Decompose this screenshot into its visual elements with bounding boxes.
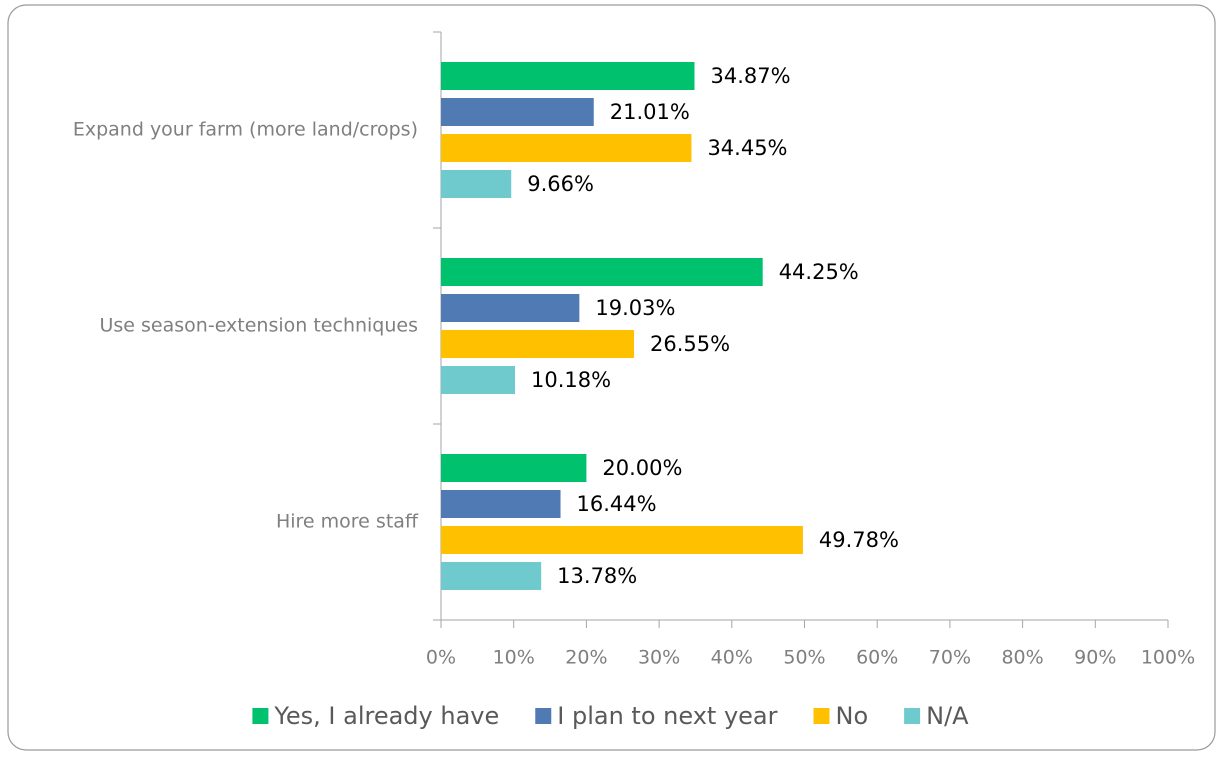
legend-label: Yes, I already have bbox=[273, 702, 499, 730]
bar bbox=[441, 490, 561, 518]
value-label: 34.45% bbox=[707, 136, 787, 160]
legend-label: No bbox=[835, 702, 868, 730]
bar bbox=[441, 562, 542, 590]
value-label: 13.78% bbox=[557, 564, 637, 588]
bar bbox=[441, 134, 692, 162]
x-tick-label: 0% bbox=[426, 647, 456, 669]
legend-swatch bbox=[904, 708, 921, 724]
x-tick-label: 70% bbox=[929, 647, 971, 669]
bar bbox=[441, 170, 512, 198]
legend-swatch bbox=[535, 708, 552, 724]
value-label: 44.25% bbox=[779, 260, 859, 284]
legend-swatch bbox=[813, 708, 830, 724]
value-label: 10.18% bbox=[531, 368, 611, 392]
bar bbox=[441, 294, 580, 322]
x-tick-label: 90% bbox=[1074, 647, 1116, 669]
x-tick-label: 40% bbox=[711, 647, 753, 669]
category-label: Expand your farm (more land/crops) bbox=[73, 119, 418, 141]
value-label: 34.87% bbox=[711, 64, 791, 88]
bar bbox=[441, 526, 803, 554]
legend-label: N/A bbox=[926, 702, 969, 730]
category-label: Use season-extension techniques bbox=[100, 315, 419, 337]
category-label: Hire more staff bbox=[276, 511, 419, 533]
value-label: 21.01% bbox=[610, 100, 690, 124]
bar bbox=[441, 258, 763, 286]
chart-frame bbox=[7, 4, 1216, 751]
bar bbox=[441, 330, 635, 358]
value-label: 9.66% bbox=[527, 172, 594, 196]
value-label: 19.03% bbox=[595, 296, 675, 320]
x-tick-label: 60% bbox=[856, 647, 898, 669]
value-label: 16.44% bbox=[577, 492, 657, 516]
legend-label: I plan to next year bbox=[557, 702, 777, 730]
x-tick-label: 100% bbox=[1141, 647, 1195, 669]
x-tick-label: 50% bbox=[783, 647, 825, 669]
bar bbox=[441, 98, 594, 126]
x-tick-label: 10% bbox=[493, 647, 535, 669]
value-label: 49.78% bbox=[819, 528, 899, 552]
bar bbox=[441, 454, 587, 482]
value-label: 20.00% bbox=[602, 456, 682, 480]
value-label: 26.55% bbox=[650, 332, 730, 356]
legend-swatch bbox=[252, 708, 269, 724]
bar bbox=[441, 62, 695, 90]
x-tick-label: 30% bbox=[638, 647, 680, 669]
bar bbox=[441, 366, 516, 394]
x-tick-label: 80% bbox=[1001, 647, 1043, 669]
x-tick-label: 20% bbox=[565, 647, 607, 669]
